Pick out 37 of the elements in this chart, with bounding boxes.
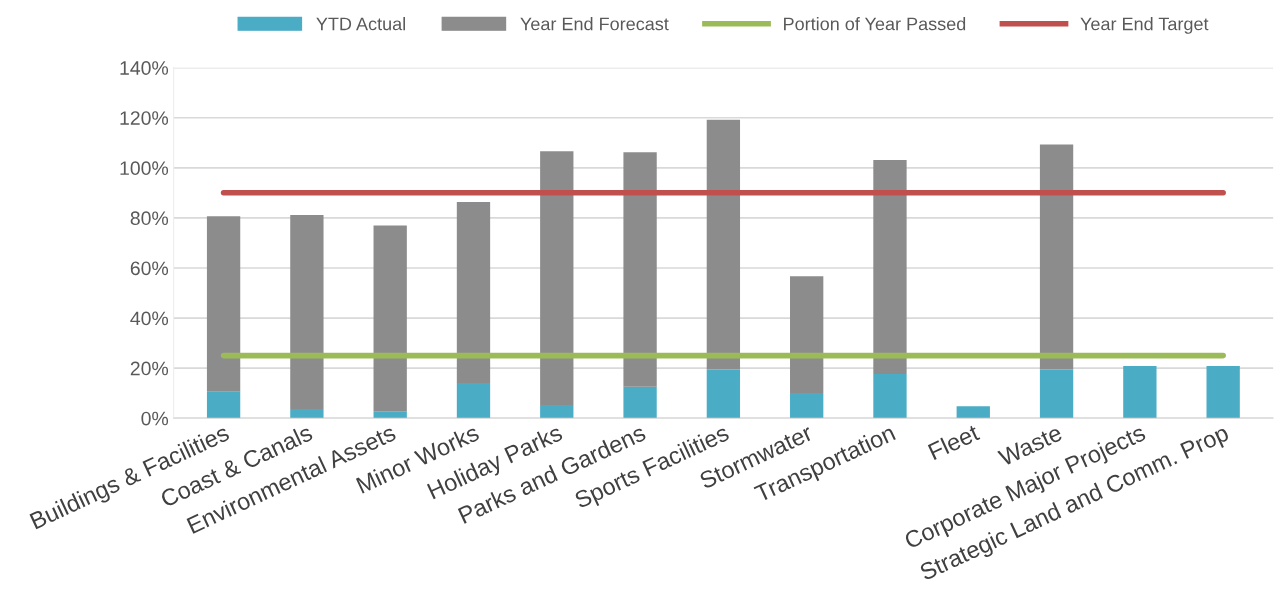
bar (206, 391, 241, 419)
legend-label: Year End Forecast (520, 17, 669, 31)
bar (456, 202, 491, 383)
y-tick-label: 100% (120, 161, 169, 176)
bar (706, 119, 741, 370)
x-tick-label: Fleet (927, 423, 981, 461)
bar (540, 404, 574, 419)
x-tick-label: Waste (997, 424, 1063, 467)
bar (1039, 144, 1074, 370)
y-tick-label: 80% (130, 211, 169, 226)
bar (540, 151, 574, 405)
bar (206, 216, 241, 392)
bar (373, 411, 407, 419)
bar (1039, 369, 1074, 419)
y-tick-label: 60% (130, 261, 169, 276)
bar (1206, 366, 1240, 419)
legend-label: Portion of Year Passed (784, 17, 966, 31)
y-tick-label: 140% (120, 61, 169, 75)
y-tick-label: 40% (130, 311, 169, 326)
y-tick-label: 0% (141, 411, 169, 426)
legend-label: Year End Target (1080, 17, 1209, 34)
legend-label: YTD Actual (316, 17, 405, 31)
bar (1123, 366, 1157, 419)
bar (873, 373, 907, 419)
bar (290, 408, 324, 419)
bar (790, 276, 824, 393)
bar (623, 152, 657, 387)
bar (873, 160, 907, 374)
y-tick-label: 20% (130, 361, 169, 376)
bar (373, 225, 407, 412)
bar (290, 214, 324, 409)
bar (956, 406, 990, 419)
bar (790, 392, 824, 419)
bar (456, 382, 491, 419)
y-tick-label: 120% (120, 111, 169, 125)
bar (623, 386, 657, 419)
bar (706, 369, 741, 419)
